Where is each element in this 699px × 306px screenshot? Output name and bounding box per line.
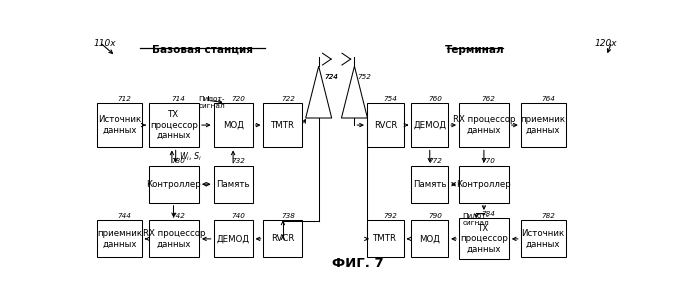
FancyBboxPatch shape	[97, 103, 142, 147]
Text: 744: 744	[117, 213, 131, 219]
Text: 764: 764	[541, 95, 555, 102]
Text: 110x: 110x	[94, 39, 117, 48]
Text: Источник
данных: Источник данных	[521, 229, 565, 248]
FancyBboxPatch shape	[459, 218, 509, 259]
Text: RVCR: RVCR	[374, 121, 397, 129]
Text: 762: 762	[482, 95, 496, 102]
Text: ФИГ. 7: ФИГ. 7	[333, 256, 384, 270]
Text: ДЕМОД: ДЕМОД	[217, 234, 250, 243]
Text: 782: 782	[541, 213, 555, 219]
Text: TMTR: TMTR	[271, 121, 295, 129]
Text: 714: 714	[171, 95, 185, 102]
Text: ДЕМОД: ДЕМОД	[413, 121, 446, 129]
FancyBboxPatch shape	[411, 220, 448, 257]
Text: 120x: 120x	[595, 39, 617, 48]
FancyBboxPatch shape	[459, 103, 509, 147]
Text: Контроллер: Контроллер	[456, 180, 511, 189]
Text: МОД: МОД	[419, 234, 440, 243]
Text: приемник
данных: приемник данных	[521, 115, 565, 135]
FancyBboxPatch shape	[411, 166, 448, 203]
Text: 720: 720	[231, 95, 245, 102]
Text: Пилот-
сигнал: Пилот- сигнал	[199, 95, 225, 109]
FancyBboxPatch shape	[214, 103, 252, 147]
Text: 742: 742	[171, 213, 185, 219]
FancyBboxPatch shape	[264, 220, 303, 257]
Text: 790: 790	[428, 213, 442, 219]
Text: 724: 724	[324, 74, 338, 80]
Text: МОД: МОД	[223, 121, 243, 129]
Text: 738: 738	[281, 213, 295, 219]
Text: TX
процессор
данных: TX процессор данных	[460, 224, 508, 254]
Text: RX процессор
данных: RX процессор данных	[453, 115, 515, 135]
Text: Источник
данных: Источник данных	[98, 115, 141, 135]
Text: 772: 772	[428, 159, 442, 164]
Text: приемник
данных: приемник данных	[97, 229, 142, 248]
Text: 752: 752	[357, 74, 371, 80]
Text: Базовая станция: Базовая станция	[152, 45, 253, 55]
FancyBboxPatch shape	[264, 103, 303, 147]
Text: 722: 722	[281, 95, 295, 102]
Text: RX процессор
данных: RX процессор данных	[143, 229, 205, 248]
Text: 760: 760	[428, 95, 442, 102]
Text: 784: 784	[482, 211, 496, 217]
FancyBboxPatch shape	[367, 103, 404, 147]
FancyBboxPatch shape	[97, 220, 142, 257]
Text: TMTR: TMTR	[373, 234, 397, 243]
Text: TX
процессор
данных: TX процессор данных	[150, 110, 198, 140]
Text: Память: Память	[216, 180, 250, 189]
Text: 740: 740	[231, 213, 245, 219]
Text: 730: 730	[171, 159, 185, 164]
FancyBboxPatch shape	[214, 166, 252, 203]
Text: 732: 732	[231, 159, 245, 164]
FancyBboxPatch shape	[521, 103, 565, 147]
Text: Пилот-
сигнал: Пилот- сигнал	[462, 213, 489, 226]
FancyBboxPatch shape	[521, 220, 565, 257]
FancyBboxPatch shape	[411, 103, 448, 147]
Text: RVCR: RVCR	[271, 234, 294, 243]
FancyBboxPatch shape	[149, 220, 199, 257]
Text: 754: 754	[384, 95, 397, 102]
FancyBboxPatch shape	[149, 103, 199, 147]
FancyBboxPatch shape	[367, 220, 404, 257]
Text: $W_i$, $S_i$: $W_i$, $S_i$	[180, 150, 203, 163]
Text: Контроллер: Контроллер	[146, 180, 201, 189]
Text: 770: 770	[482, 159, 496, 164]
Text: 792: 792	[384, 213, 397, 219]
Text: 724: 724	[324, 74, 338, 80]
FancyBboxPatch shape	[149, 166, 199, 203]
FancyBboxPatch shape	[459, 166, 509, 203]
FancyBboxPatch shape	[214, 220, 252, 257]
Text: Память: Память	[413, 180, 447, 189]
Text: Терминал: Терминал	[445, 45, 505, 55]
Text: 712: 712	[117, 95, 131, 102]
